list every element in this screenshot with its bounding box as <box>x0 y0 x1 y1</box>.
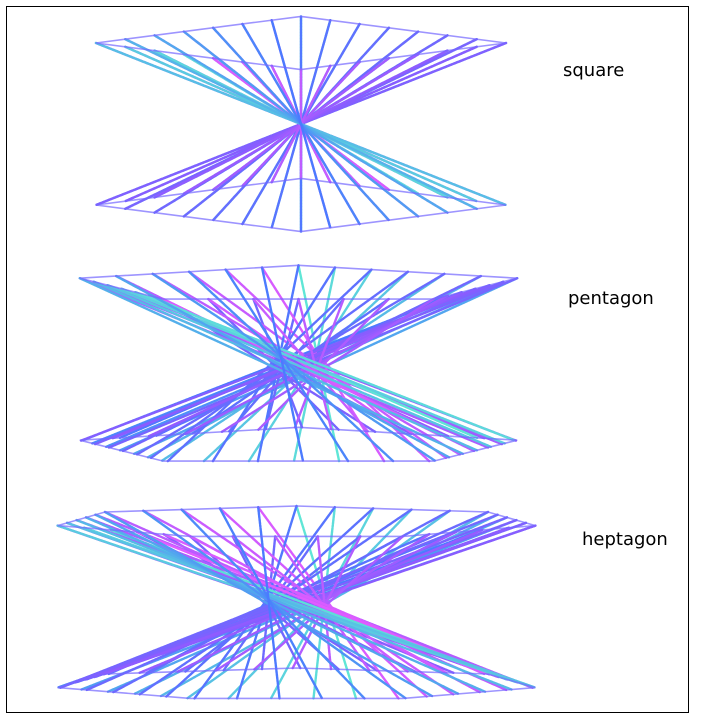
heptagon-rod-54 <box>231 535 409 673</box>
heptagon-rod-50 <box>253 535 404 671</box>
heptagon-rod-63 <box>84 516 487 693</box>
figure-label-square: square <box>563 60 625 81</box>
pentagon-rod-54 <box>78 277 465 456</box>
heptagon-rod-61 <box>65 521 536 689</box>
pentagon-hyperboloid-figure <box>78 264 519 463</box>
figure-label-pentagon: pentagon <box>568 288 654 309</box>
pentagon-top-rim <box>79 264 518 300</box>
heptagon-rod-52 <box>316 535 333 671</box>
heptagon-rod-64 <box>94 513 460 696</box>
heptagon-hyperboloid-figure <box>56 504 537 700</box>
heptagon-rod-51 <box>291 535 362 670</box>
heptagon-rod-60 <box>56 524 527 686</box>
heptagon-rod-67 <box>180 508 366 700</box>
heptagon-bottom-rim <box>57 667 536 700</box>
square-hyperboloid-figure <box>94 15 508 233</box>
pentagon-rod-42 <box>220 297 435 434</box>
square-top-rim <box>95 15 507 71</box>
pentagon-rod-52 <box>106 284 492 449</box>
heptagon-rod-69 <box>256 505 281 700</box>
pentagon-rod-57 <box>187 270 395 463</box>
pentagon-bottom-rim <box>79 426 518 462</box>
pentagon-rod-43 <box>257 297 390 431</box>
heptagon-top-rim <box>57 505 536 538</box>
heptagon-rod-68 <box>218 507 324 700</box>
pentagon-rod-56 <box>151 272 437 463</box>
pentagon-rod-45 <box>297 297 333 431</box>
square-rod-55 <box>270 18 332 230</box>
heptagon-rod-62 <box>75 518 513 691</box>
figure-label-heptagon: heptagon <box>582 529 668 550</box>
square-bottom-rim <box>95 177 507 233</box>
pentagon-rod-50 <box>134 291 515 442</box>
pentagon-rod-51 <box>120 287 506 445</box>
figure-frame: square pentagon heptagon <box>6 6 689 713</box>
pentagon-rod-53 <box>92 280 479 452</box>
